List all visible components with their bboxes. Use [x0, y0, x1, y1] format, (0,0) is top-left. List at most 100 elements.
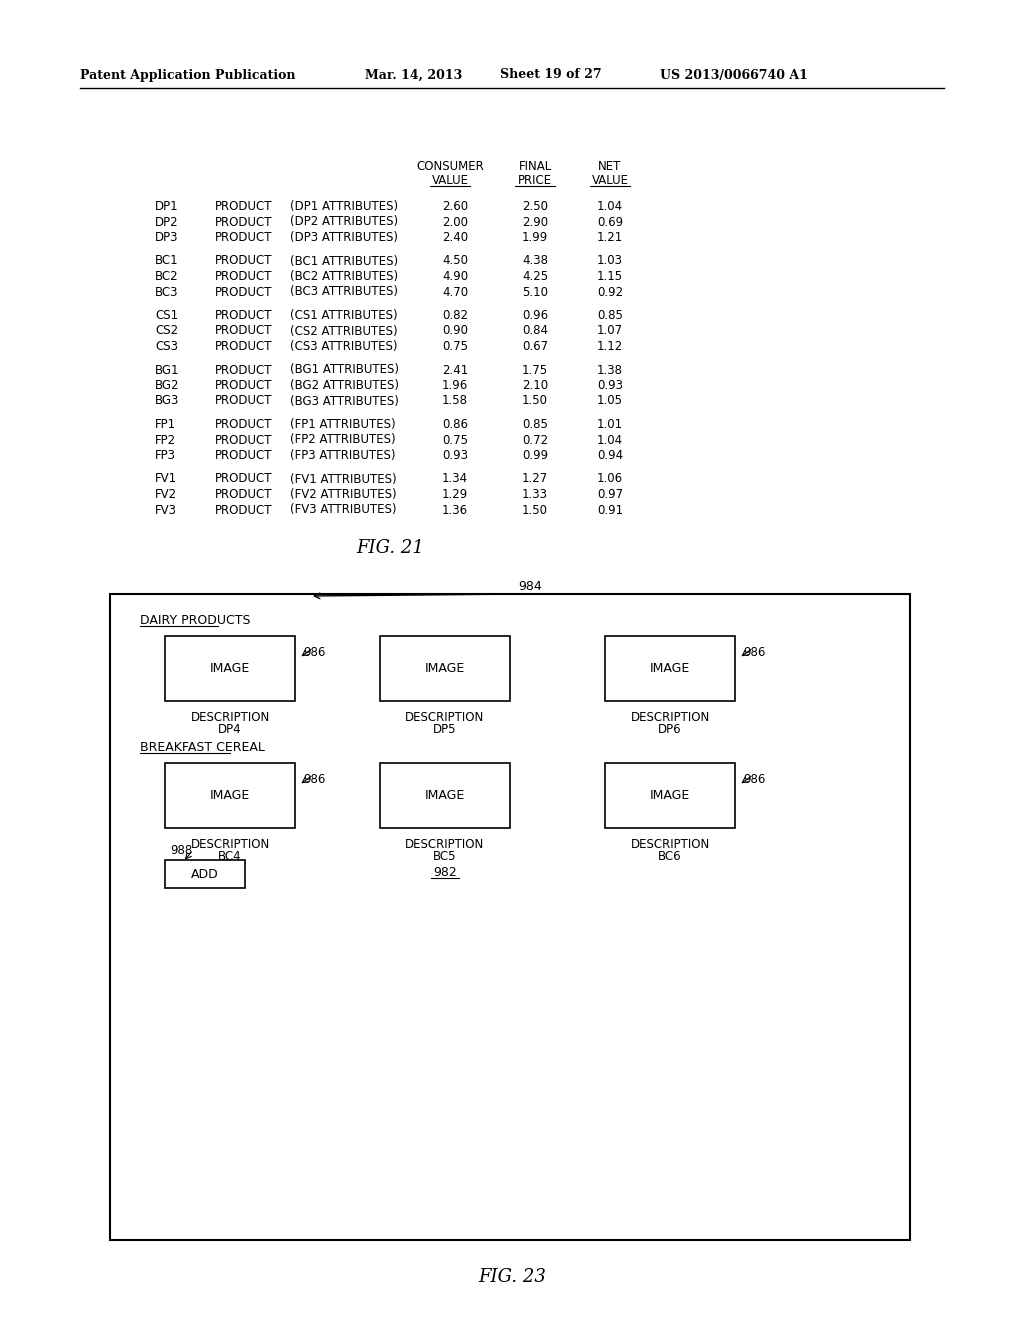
Text: 4.50: 4.50: [442, 255, 468, 268]
Text: VALUE: VALUE: [592, 174, 629, 187]
Text: (FV2 ATTRIBUTES): (FV2 ATTRIBUTES): [290, 488, 396, 502]
Text: 0.69: 0.69: [597, 215, 623, 228]
Text: DESCRIPTION: DESCRIPTION: [406, 838, 484, 851]
Text: BC3: BC3: [155, 285, 178, 298]
Text: (BG1 ATTRIBUTES): (BG1 ATTRIBUTES): [290, 363, 399, 376]
Text: PRODUCT: PRODUCT: [215, 449, 272, 462]
Text: VALUE: VALUE: [431, 174, 469, 187]
Text: PRODUCT: PRODUCT: [215, 433, 272, 446]
Text: (BG2 ATTRIBUTES): (BG2 ATTRIBUTES): [290, 379, 399, 392]
Text: 0.93: 0.93: [597, 379, 623, 392]
Text: 1.27: 1.27: [522, 473, 548, 486]
Text: (DP3 ATTRIBUTES): (DP3 ATTRIBUTES): [290, 231, 398, 244]
Bar: [110, 594, 910, 1239]
Text: (BC1 ATTRIBUTES): (BC1 ATTRIBUTES): [290, 255, 398, 268]
Text: (DP1 ATTRIBUTES): (DP1 ATTRIBUTES): [290, 201, 398, 213]
Text: IMAGE: IMAGE: [210, 789, 250, 803]
Text: 986: 986: [303, 645, 326, 659]
Text: PRODUCT: PRODUCT: [215, 309, 272, 322]
Text: FV2: FV2: [155, 488, 177, 502]
Text: PRODUCT: PRODUCT: [215, 271, 272, 282]
Text: ADD: ADD: [191, 867, 219, 880]
Text: IMAGE: IMAGE: [650, 663, 690, 675]
Text: 1.04: 1.04: [597, 433, 623, 446]
Text: FP3: FP3: [155, 449, 176, 462]
Text: (CS3 ATTRIBUTES): (CS3 ATTRIBUTES): [290, 341, 397, 352]
Text: BC1: BC1: [155, 255, 178, 268]
Text: (BC3 ATTRIBUTES): (BC3 ATTRIBUTES): [290, 285, 398, 298]
Text: 988: 988: [170, 843, 193, 857]
Text: 0.75: 0.75: [442, 341, 468, 352]
Text: 1.38: 1.38: [597, 363, 623, 376]
Text: PRODUCT: PRODUCT: [215, 231, 272, 244]
Text: (CS2 ATTRIBUTES): (CS2 ATTRIBUTES): [290, 325, 397, 338]
Text: 1.58: 1.58: [442, 395, 468, 408]
Text: 0.99: 0.99: [522, 449, 548, 462]
Text: 4.25: 4.25: [522, 271, 548, 282]
Text: PRODUCT: PRODUCT: [215, 379, 272, 392]
Text: 1.21: 1.21: [597, 231, 624, 244]
Text: FINAL: FINAL: [518, 160, 552, 173]
Text: 0.92: 0.92: [597, 285, 623, 298]
Text: IMAGE: IMAGE: [425, 663, 465, 675]
Text: 0.86: 0.86: [442, 418, 468, 432]
Text: (BG3 ATTRIBUTES): (BG3 ATTRIBUTES): [290, 395, 399, 408]
Text: DESCRIPTION: DESCRIPTION: [631, 711, 710, 723]
Text: DP1: DP1: [155, 201, 178, 213]
Text: (DP2 ATTRIBUTES): (DP2 ATTRIBUTES): [290, 215, 398, 228]
Text: DP4: DP4: [218, 723, 242, 737]
Text: (FP2 ATTRIBUTES): (FP2 ATTRIBUTES): [290, 433, 395, 446]
Text: 1.15: 1.15: [597, 271, 623, 282]
Text: DESCRIPTION: DESCRIPTION: [190, 838, 269, 851]
Text: CONSUMER: CONSUMER: [416, 160, 484, 173]
Text: 982: 982: [433, 866, 457, 879]
Text: 2.41: 2.41: [442, 363, 468, 376]
Text: 2.50: 2.50: [522, 201, 548, 213]
Text: FP1: FP1: [155, 418, 176, 432]
Text: 1.07: 1.07: [597, 325, 623, 338]
Bar: [165, 636, 295, 701]
Text: (FP3 ATTRIBUTES): (FP3 ATTRIBUTES): [290, 449, 395, 462]
Text: DESCRIPTION: DESCRIPTION: [406, 711, 484, 723]
Text: PRODUCT: PRODUCT: [215, 325, 272, 338]
Text: 1.50: 1.50: [522, 395, 548, 408]
Text: 0.90: 0.90: [442, 325, 468, 338]
Text: 0.75: 0.75: [442, 433, 468, 446]
Text: (FV3 ATTRIBUTES): (FV3 ATTRIBUTES): [290, 503, 396, 516]
Text: 0.82: 0.82: [442, 309, 468, 322]
Text: 2.40: 2.40: [442, 231, 468, 244]
Text: CS3: CS3: [155, 341, 178, 352]
Text: BC2: BC2: [155, 271, 178, 282]
Text: 1.33: 1.33: [522, 488, 548, 502]
Text: 1.36: 1.36: [442, 503, 468, 516]
Text: FV3: FV3: [155, 503, 177, 516]
Text: 0.96: 0.96: [522, 309, 548, 322]
Bar: [605, 763, 735, 828]
Text: DP6: DP6: [658, 723, 682, 737]
Text: IMAGE: IMAGE: [425, 789, 465, 803]
Text: 0.97: 0.97: [597, 488, 623, 502]
Text: 986: 986: [743, 645, 765, 659]
Text: 984: 984: [518, 579, 542, 593]
Text: DP5: DP5: [433, 723, 457, 737]
Bar: [165, 861, 245, 888]
Text: PRODUCT: PRODUCT: [215, 201, 272, 213]
Text: FP2: FP2: [155, 433, 176, 446]
Text: 1.05: 1.05: [597, 395, 623, 408]
Text: 1.96: 1.96: [442, 379, 468, 392]
Text: PRODUCT: PRODUCT: [215, 341, 272, 352]
Text: 0.72: 0.72: [522, 433, 548, 446]
Text: 1.03: 1.03: [597, 255, 623, 268]
Text: 4.90: 4.90: [442, 271, 468, 282]
Text: 986: 986: [303, 774, 326, 785]
Text: CS2: CS2: [155, 325, 178, 338]
Text: NET: NET: [598, 160, 622, 173]
Text: BC6: BC6: [658, 850, 682, 863]
Text: (BC2 ATTRIBUTES): (BC2 ATTRIBUTES): [290, 271, 398, 282]
Text: BC5: BC5: [433, 850, 457, 863]
Text: PRODUCT: PRODUCT: [215, 503, 272, 516]
Bar: [380, 636, 510, 701]
Text: BG1: BG1: [155, 363, 179, 376]
Text: 0.84: 0.84: [522, 325, 548, 338]
Text: 1.04: 1.04: [597, 201, 623, 213]
